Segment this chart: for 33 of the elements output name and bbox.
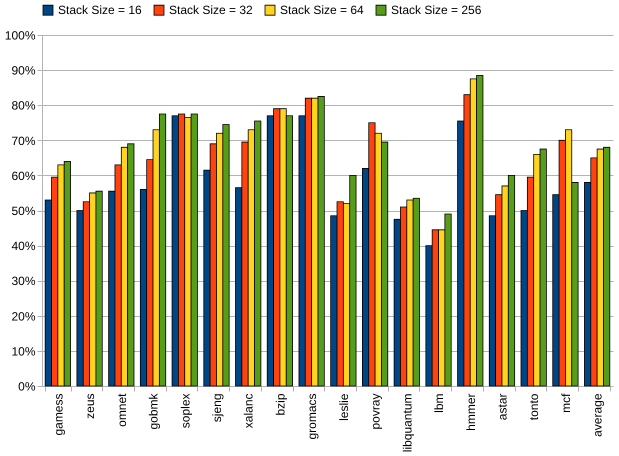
- y-tick-label: 20%: [11, 309, 36, 324]
- x-tick-label: average: [590, 393, 605, 437]
- y-tick-label: 80%: [11, 98, 36, 113]
- x-tick-label: tonto: [527, 393, 542, 420]
- y-tick-label: 70%: [11, 134, 36, 148]
- x-tick-label: libquantum: [400, 394, 414, 452]
- legend-label: Stack Size = 256: [391, 3, 482, 18]
- y-tick-label: 50%: [11, 204, 36, 218]
- x-tick-label: lbm: [432, 394, 446, 413]
- legend-label: Stack Size = 64: [280, 3, 364, 18]
- y-tick-label: 100%: [4, 28, 36, 42]
- y-tick-label: 60%: [11, 168, 36, 183]
- legend-label: Stack Size = 32: [169, 3, 254, 18]
- x-tick-label: astar: [495, 394, 510, 420]
- x-tick-label: gromacs: [305, 394, 320, 440]
- x-tick-label: hmmer: [464, 394, 478, 431]
- x-tick-label: omnet: [114, 392, 129, 427]
- x-tick-label: xalanc: [242, 394, 256, 428]
- y-tick-label: 10%: [11, 344, 36, 358]
- x-tick-label: mcf: [558, 392, 573, 413]
- x-tick-label: povray: [368, 394, 383, 430]
- x-tick-label: gobmk: [146, 392, 161, 430]
- x-tick-label: bzip: [273, 393, 288, 416]
- x-tick-label: zeus: [83, 394, 98, 419]
- legend-label: Stack Size = 16: [58, 3, 142, 18]
- y-tick-label: 90%: [11, 64, 36, 78]
- x-tick-label: gamess: [51, 394, 66, 436]
- x-tick-label: soplex: [178, 394, 192, 428]
- y-tick-label: 0%: [18, 380, 36, 394]
- x-tick-label: sjeng: [210, 394, 224, 422]
- x-tick-label: leslie: [336, 393, 351, 421]
- y-tick-label: 30%: [11, 274, 36, 288]
- y-tick-label: 40%: [11, 239, 36, 254]
